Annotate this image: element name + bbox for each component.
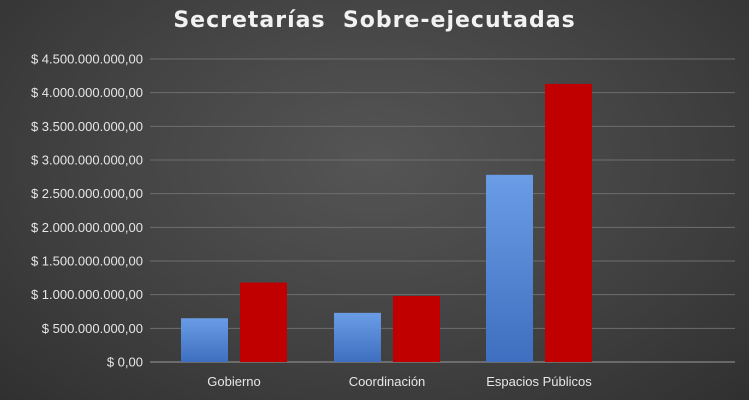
gridlines xyxy=(150,58,735,363)
y-tick-label: $ 1.000.000.000,00 xyxy=(31,287,143,302)
bar-blue-1 xyxy=(334,312,381,362)
bar-blue-2 xyxy=(486,174,533,362)
bar-red-2 xyxy=(545,83,592,362)
chart-title: Secretarías Sobre-ejecutadas xyxy=(173,8,576,33)
y-tick-label: $ 2.000.000.000,00 xyxy=(31,220,143,235)
x-axis-category-labels: Gobierno Coordinación Espacios Públicos xyxy=(207,374,592,389)
y-axis-tick-labels: $ 0,00 $ 500.000.000,00 $ 1.000.000.000,00… xyxy=(31,52,143,370)
y-tick-label: $ 3.000.000.000,00 xyxy=(31,153,143,168)
y-tick-label: $ 1.500.000.000,00 xyxy=(31,254,143,269)
y-tick-label: $ 3.500.000.000,00 xyxy=(31,119,143,134)
x-category-label: Coordinación xyxy=(349,374,426,389)
bar-red-0 xyxy=(240,282,287,362)
x-category-label: Gobierno xyxy=(207,374,260,389)
bars xyxy=(181,83,592,362)
bar-blue-0 xyxy=(181,318,228,362)
y-tick-label: $ 4.000.000.000,00 xyxy=(31,85,143,100)
y-tick-label: $ 2.500.000.000,00 xyxy=(31,186,143,201)
y-tick-label: $ 4.500.000.000,00 xyxy=(31,52,143,67)
bar-red-1 xyxy=(393,296,440,362)
y-tick-label: $ 0,00 xyxy=(107,355,143,370)
x-category-label: Espacios Públicos xyxy=(486,374,592,389)
y-tick-label: $ 500.000.000,00 xyxy=(42,321,143,336)
